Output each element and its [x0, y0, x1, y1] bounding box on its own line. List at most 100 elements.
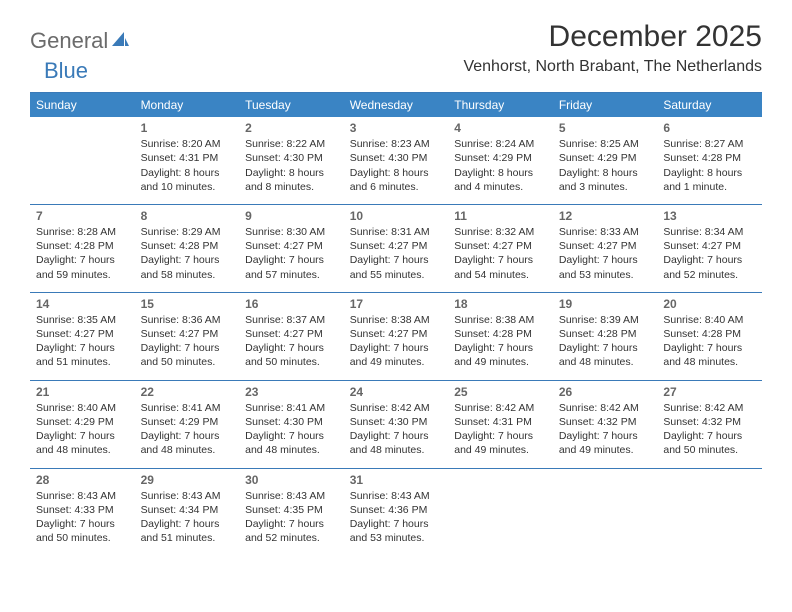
day-daylight2: and 57 minutes. — [245, 268, 338, 282]
day-number: 13 — [663, 208, 756, 224]
day-daylight2: and 49 minutes. — [454, 355, 547, 369]
day-daylight2: and 51 minutes. — [36, 355, 129, 369]
calendar-day-cell: 11Sunrise: 8:32 AMSunset: 4:27 PMDayligh… — [448, 204, 553, 292]
day-sunrise: Sunrise: 8:42 AM — [454, 401, 547, 415]
day-number: 24 — [350, 384, 443, 400]
day-daylight1: Daylight: 7 hours — [663, 253, 756, 267]
day-sunset: Sunset: 4:34 PM — [141, 503, 234, 517]
calendar-day-cell: 29Sunrise: 8:43 AMSunset: 4:34 PMDayligh… — [135, 468, 240, 555]
day-number: 2 — [245, 120, 338, 136]
day-sunset: Sunset: 4:31 PM — [141, 151, 234, 165]
weekday-header: Monday — [135, 93, 240, 117]
day-number: 10 — [350, 208, 443, 224]
day-number: 31 — [350, 472, 443, 488]
day-sunset: Sunset: 4:27 PM — [454, 239, 547, 253]
day-daylight1: Daylight: 7 hours — [454, 429, 547, 443]
calendar-day-cell: 13Sunrise: 8:34 AMSunset: 4:27 PMDayligh… — [657, 204, 762, 292]
calendar-day-cell: 21Sunrise: 8:40 AMSunset: 4:29 PMDayligh… — [30, 380, 135, 468]
day-sunset: Sunset: 4:27 PM — [245, 239, 338, 253]
calendar-day-cell — [448, 468, 553, 555]
day-sunrise: Sunrise: 8:27 AM — [663, 137, 756, 151]
day-daylight2: and 50 minutes. — [36, 531, 129, 545]
day-sunrise: Sunrise: 8:32 AM — [454, 225, 547, 239]
weekday-header: Saturday — [657, 93, 762, 117]
day-sunrise: Sunrise: 8:43 AM — [36, 489, 129, 503]
day-sunset: Sunset: 4:29 PM — [454, 151, 547, 165]
day-number: 17 — [350, 296, 443, 312]
day-daylight2: and 48 minutes. — [245, 443, 338, 457]
day-daylight2: and 8 minutes. — [245, 180, 338, 194]
day-sunrise: Sunrise: 8:39 AM — [559, 313, 652, 327]
day-daylight2: and 53 minutes. — [350, 531, 443, 545]
day-daylight1: Daylight: 7 hours — [36, 517, 129, 531]
day-sunset: Sunset: 4:30 PM — [245, 415, 338, 429]
calendar-day-cell: 15Sunrise: 8:36 AMSunset: 4:27 PMDayligh… — [135, 292, 240, 380]
day-sunrise: Sunrise: 8:20 AM — [141, 137, 234, 151]
day-number: 27 — [663, 384, 756, 400]
day-sunset: Sunset: 4:28 PM — [663, 151, 756, 165]
day-number: 3 — [350, 120, 443, 136]
day-number: 7 — [36, 208, 129, 224]
calendar-week-row: 7Sunrise: 8:28 AMSunset: 4:28 PMDaylight… — [30, 204, 762, 292]
day-daylight1: Daylight: 7 hours — [141, 517, 234, 531]
calendar-header-row: Sunday Monday Tuesday Wednesday Thursday… — [30, 93, 762, 117]
calendar-day-cell: 2Sunrise: 8:22 AMSunset: 4:30 PMDaylight… — [239, 117, 344, 204]
calendar-day-cell — [553, 468, 658, 555]
day-daylight1: Daylight: 7 hours — [350, 429, 443, 443]
day-number: 15 — [141, 296, 234, 312]
calendar-day-cell: 26Sunrise: 8:42 AMSunset: 4:32 PMDayligh… — [553, 380, 658, 468]
calendar-day-cell — [30, 117, 135, 204]
day-daylight1: Daylight: 7 hours — [454, 341, 547, 355]
calendar-day-cell: 4Sunrise: 8:24 AMSunset: 4:29 PMDaylight… — [448, 117, 553, 204]
day-sunrise: Sunrise: 8:35 AM — [36, 313, 129, 327]
day-sunset: Sunset: 4:27 PM — [36, 327, 129, 341]
day-daylight2: and 1 minute. — [663, 180, 756, 194]
calendar-day-cell: 5Sunrise: 8:25 AMSunset: 4:29 PMDaylight… — [553, 117, 658, 204]
day-sunset: Sunset: 4:32 PM — [663, 415, 756, 429]
day-number: 25 — [454, 384, 547, 400]
day-sunset: Sunset: 4:28 PM — [663, 327, 756, 341]
day-sunset: Sunset: 4:28 PM — [559, 327, 652, 341]
day-sunrise: Sunrise: 8:31 AM — [350, 225, 443, 239]
day-daylight2: and 48 minutes. — [141, 443, 234, 457]
day-sunrise: Sunrise: 8:36 AM — [141, 313, 234, 327]
day-sunrise: Sunrise: 8:43 AM — [350, 489, 443, 503]
calendar-day-cell: 12Sunrise: 8:33 AMSunset: 4:27 PMDayligh… — [553, 204, 658, 292]
day-sunrise: Sunrise: 8:34 AM — [663, 225, 756, 239]
calendar-day-cell: 25Sunrise: 8:42 AMSunset: 4:31 PMDayligh… — [448, 380, 553, 468]
day-daylight1: Daylight: 7 hours — [245, 429, 338, 443]
day-number: 11 — [454, 208, 547, 224]
calendar-day-cell: 10Sunrise: 8:31 AMSunset: 4:27 PMDayligh… — [344, 204, 449, 292]
calendar-week-row: 1Sunrise: 8:20 AMSunset: 4:31 PM Daylight… — [30, 117, 762, 204]
day-number: 23 — [245, 384, 338, 400]
day-daylight2: and 52 minutes. — [245, 531, 338, 545]
day-sunset: Sunset: 4:30 PM — [350, 151, 443, 165]
day-sunrise: Sunrise: 8:42 AM — [663, 401, 756, 415]
day-number: 4 — [454, 120, 547, 136]
day-sunrise: Sunrise: 8:24 AM — [454, 137, 547, 151]
day-daylight1: Daylight: 7 hours — [559, 429, 652, 443]
calendar-day-cell: 28Sunrise: 8:43 AMSunset: 4:33 PMDayligh… — [30, 468, 135, 555]
day-sunrise: Sunrise: 8:40 AM — [36, 401, 129, 415]
day-sunrise: Sunrise: 8:23 AM — [350, 137, 443, 151]
day-number: 1 — [141, 120, 234, 136]
calendar-day-cell — [657, 468, 762, 555]
day-daylight1: Daylight: 7 hours — [663, 341, 756, 355]
day-sunrise: Sunrise: 8:22 AM — [245, 137, 338, 151]
day-daylight1: Daylight: 8 hours — [559, 166, 652, 180]
day-sunrise: Sunrise: 8:38 AM — [350, 313, 443, 327]
day-daylight1: Daylight: 7 hours — [350, 341, 443, 355]
day-daylight1: Daylight: 7 hours — [36, 429, 129, 443]
day-sunrise: Sunrise: 8:43 AM — [245, 489, 338, 503]
day-sunrise: Sunrise: 8:30 AM — [245, 225, 338, 239]
day-sunset: Sunset: 4:27 PM — [245, 327, 338, 341]
day-daylight2: and 50 minutes. — [663, 443, 756, 457]
day-sunrise: Sunrise: 8:29 AM — [141, 225, 234, 239]
day-daylight2: and 4 minutes. — [454, 180, 547, 194]
calendar-day-cell: 17Sunrise: 8:38 AMSunset: 4:27 PMDayligh… — [344, 292, 449, 380]
calendar-day-cell: 22Sunrise: 8:41 AMSunset: 4:29 PMDayligh… — [135, 380, 240, 468]
calendar-day-cell: 9Sunrise: 8:30 AMSunset: 4:27 PMDaylight… — [239, 204, 344, 292]
day-number: 22 — [141, 384, 234, 400]
day-sunrise: Sunrise: 8:28 AM — [36, 225, 129, 239]
day-daylight1: Daylight: 7 hours — [663, 429, 756, 443]
